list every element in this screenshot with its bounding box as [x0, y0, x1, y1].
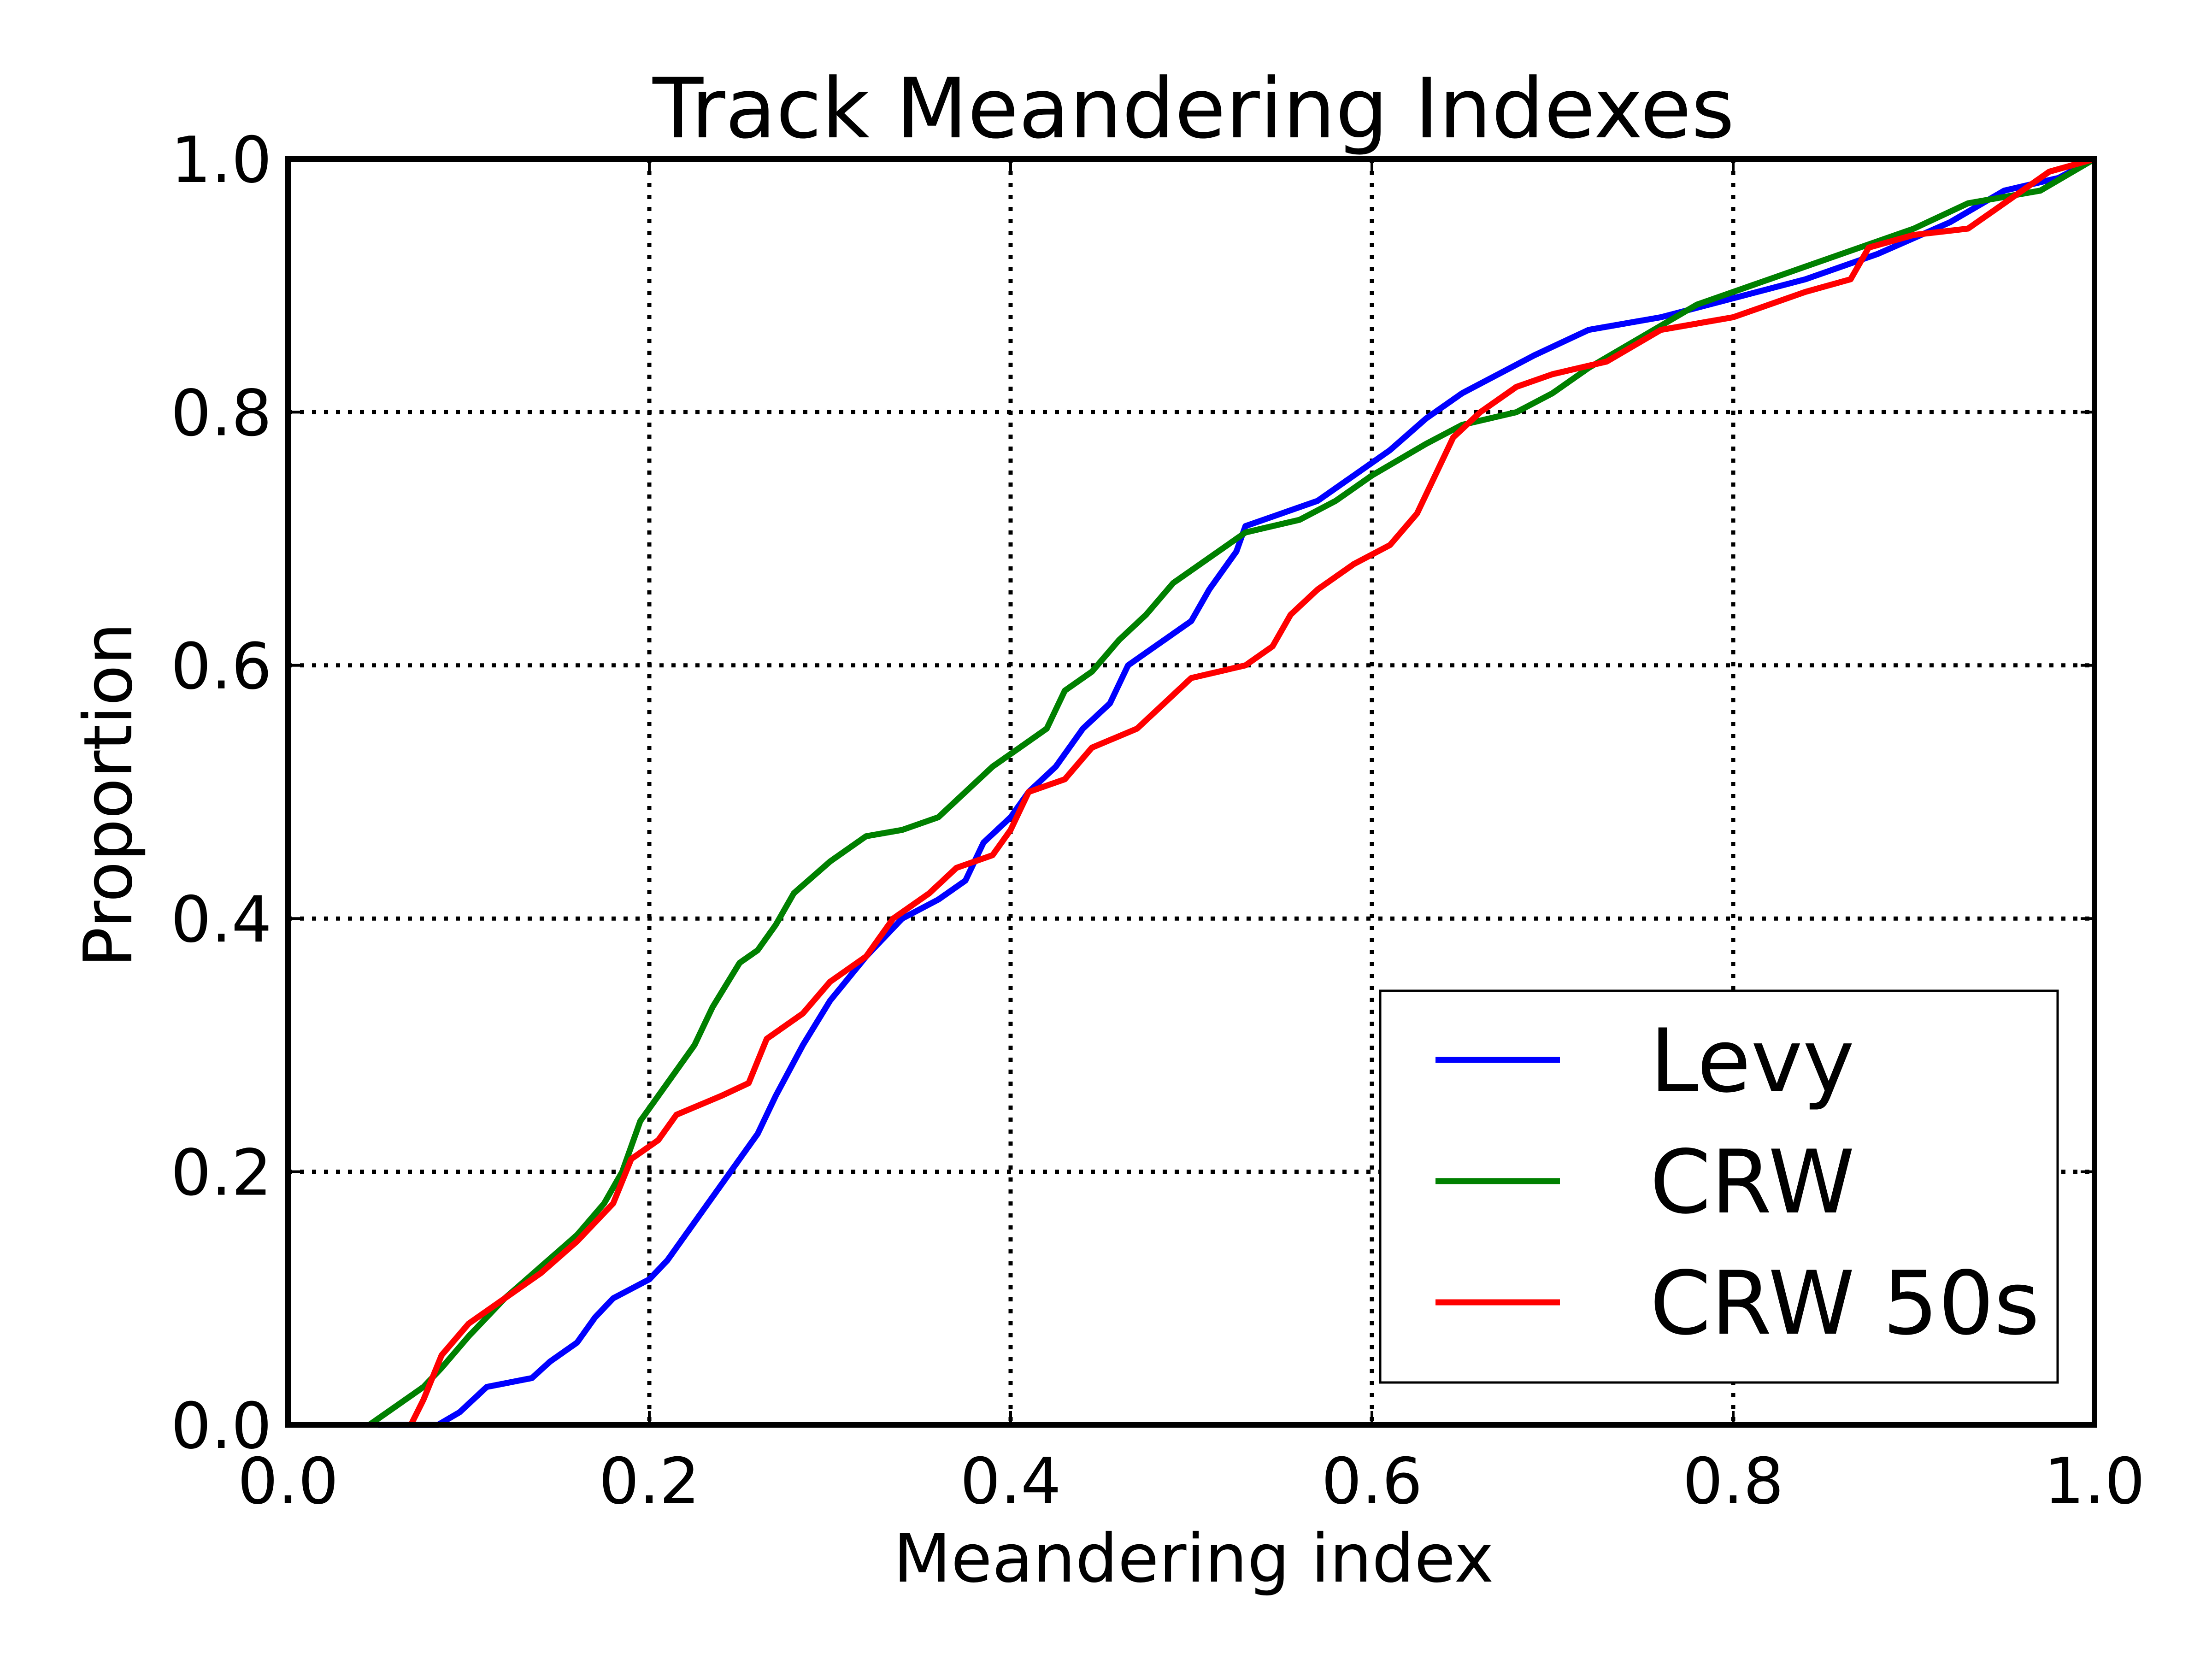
y-tick-label: 0.8 [171, 376, 272, 450]
y-tick-label: 0.4 [171, 882, 272, 957]
series-line-crw [367, 156, 2096, 1428]
legend-label: CRW [1650, 1131, 1855, 1233]
legend-box [1379, 989, 2059, 1384]
y-tick-label: 1.0 [171, 123, 272, 197]
y-tick-label: 0.0 [171, 1389, 272, 1463]
chart-title: Track Meandering Indexes [652, 61, 1735, 157]
x-axis-label: Meandering index [894, 1520, 1494, 1598]
y-tick-label: 0.2 [171, 1136, 272, 1210]
y-axis-label: Proportion [70, 623, 147, 967]
plot-frame [285, 156, 2097, 1428]
x-tick-label: 0.0 [237, 1444, 338, 1518]
y-tick-label: 0.6 [171, 629, 272, 704]
plot-lines [367, 156, 2096, 1428]
x-tick-label: 0.2 [599, 1444, 700, 1518]
legend: Levy CRW CRW 50s [1379, 989, 2059, 1384]
series-line-levy [378, 156, 2096, 1428]
x-tick-label: 0.8 [1683, 1444, 1783, 1518]
x-tick-label: 0.6 [1321, 1444, 1422, 1518]
x-tick-label: 0.4 [960, 1444, 1061, 1518]
legend-label: Levy [1650, 1010, 1854, 1112]
axes: 0.0 0.2 0.4 0.6 0.8 1.0 0.0 0.2 0.4 0.6 0.8 1.0 [171, 123, 2145, 1518]
series-line-crw-50s [408, 156, 2095, 1426]
legend-label: CRW 50s [1650, 1253, 2040, 1354]
x-tick-label: 1.0 [2044, 1444, 2145, 1518]
